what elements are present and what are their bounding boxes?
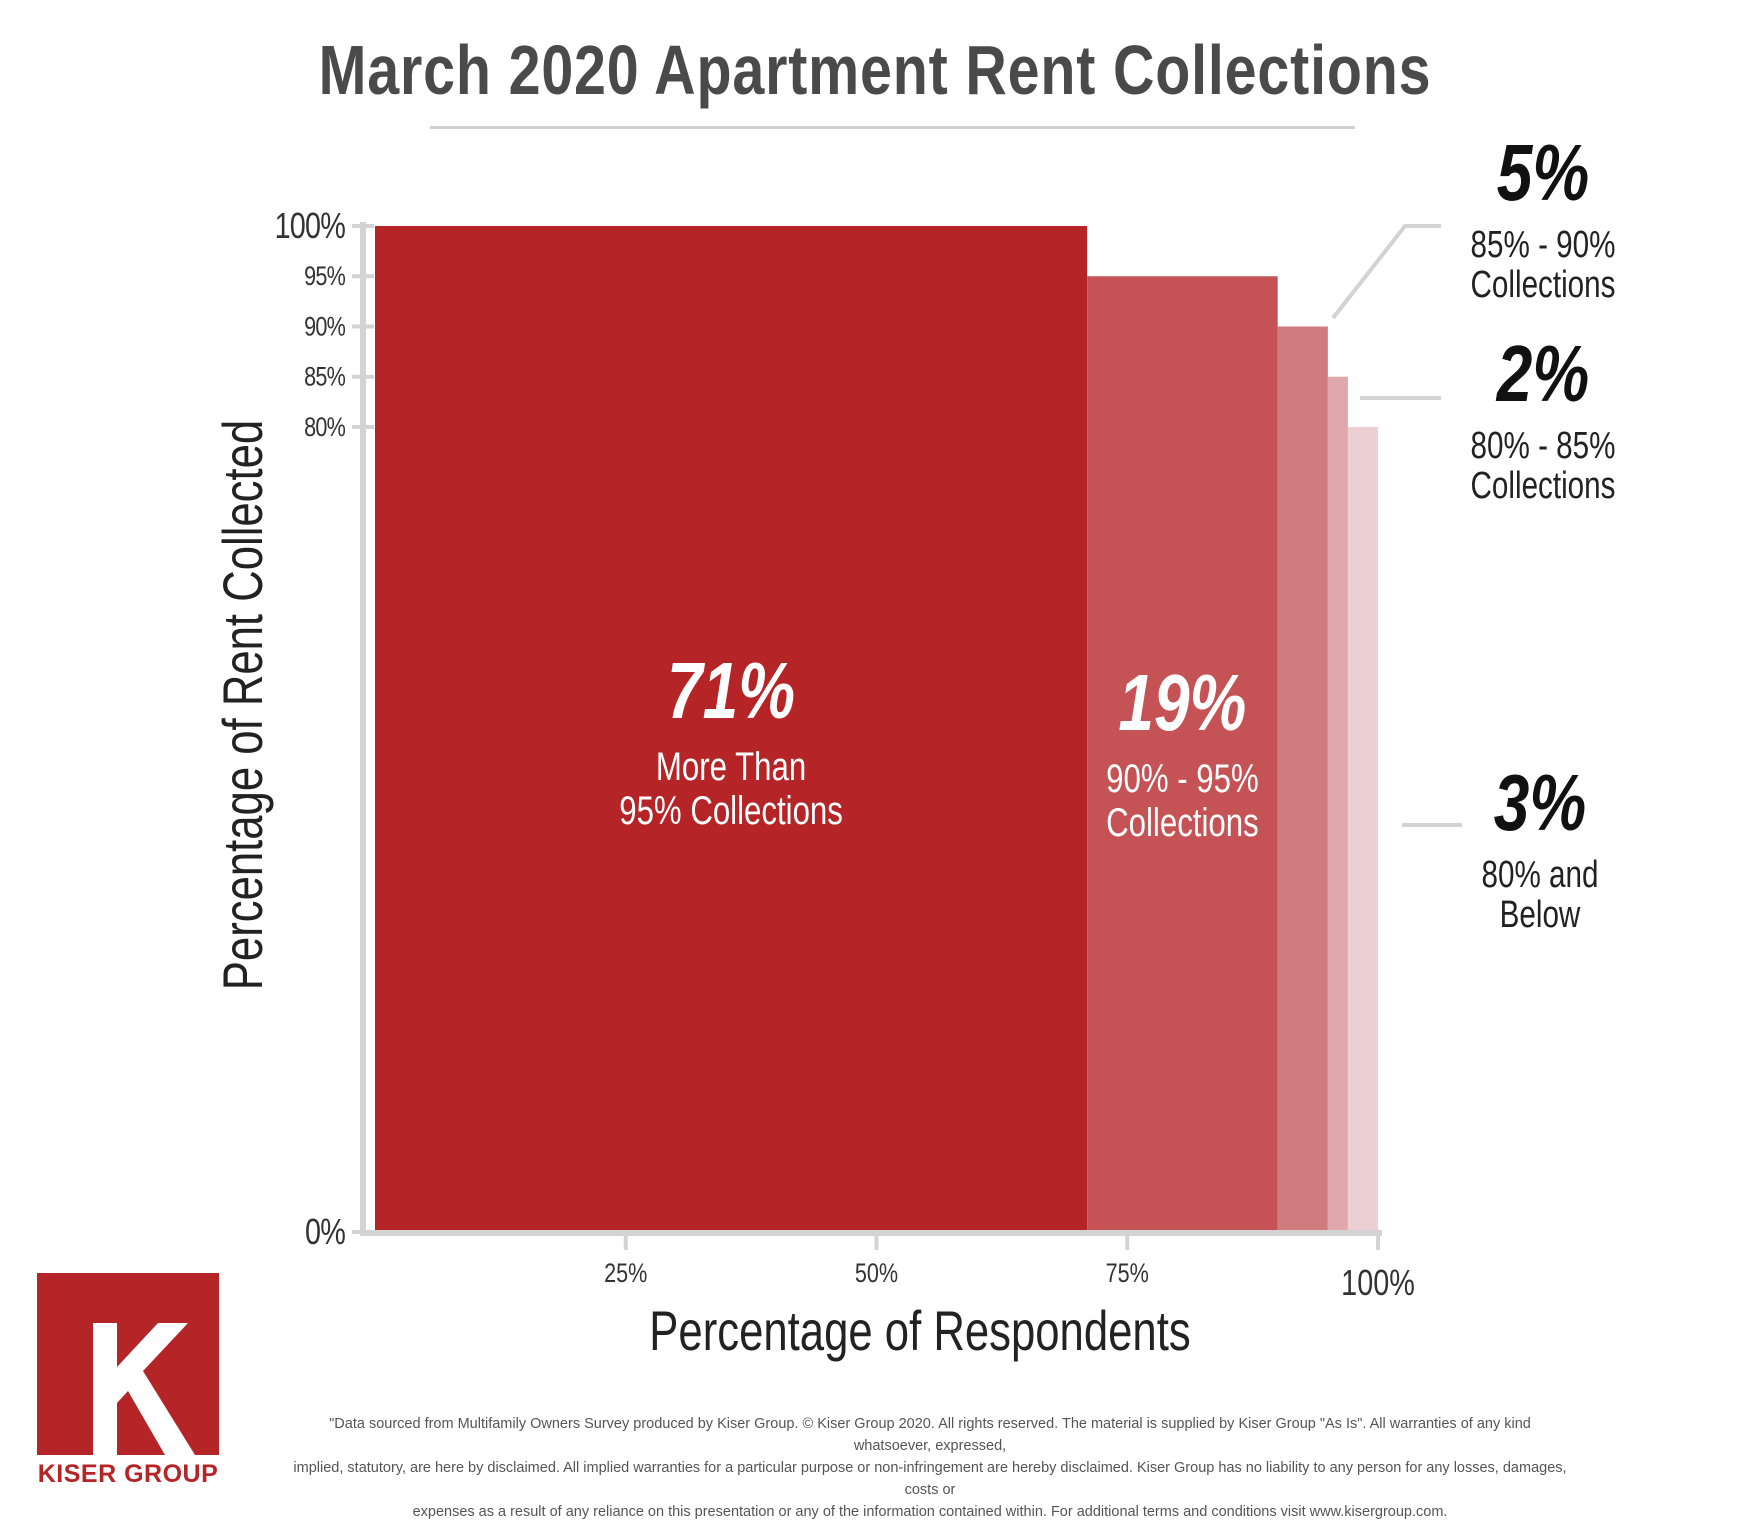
x-tick-label: 75% <box>1106 1259 1149 1289</box>
callout-value-label: 3% <box>1494 758 1587 847</box>
disclaimer-line-1: "Data sourced from Multifamily Owners Su… <box>329 1416 1531 1454</box>
callout-value-label: 2% <box>1495 329 1589 418</box>
y-tick-label: 0% <box>305 1211 345 1252</box>
y-tick-label: 100% <box>275 205 345 246</box>
segment-value-label: 71% <box>667 646 795 735</box>
callout-desc-line-1: 80% and <box>1482 854 1599 896</box>
segment-value-label: 19% <box>1118 658 1246 747</box>
callout-desc-line-2: Below <box>1500 894 1581 936</box>
bar-segment-4 <box>1327 376 1348 1232</box>
chart-title: March 2020 Apartment Rent Collections <box>318 31 1432 109</box>
title-underline <box>430 126 1355 129</box>
x-tick-label: 25% <box>604 1259 647 1289</box>
y-tick-label: 95% <box>304 262 345 292</box>
x-tick-label: 50% <box>855 1259 898 1289</box>
y-tick-label: 90% <box>304 312 345 342</box>
disclaimer-line-3: expenses as a result of any reliance on … <box>412 1504 1448 1520</box>
logo-name: KISER GROUP <box>37 1460 219 1488</box>
segment-desc-line-1: More Than <box>656 744 806 789</box>
callout-desc-line-1: 85% - 90% <box>1471 224 1616 266</box>
callout-desc-line-1: 80% - 85% <box>1471 425 1616 467</box>
bar-segment-5 <box>1347 427 1378 1232</box>
callout-desc-line-2: Collections <box>1471 264 1616 306</box>
disclaimer-line-2: implied, statutory, are here by disclaim… <box>293 1460 1567 1498</box>
bar-segment-1 <box>375 226 1088 1232</box>
segment-desc-line-1: 90% - 95% <box>1106 756 1259 801</box>
segment-desc-line-2: Collections <box>1106 800 1259 845</box>
bar-segment-3 <box>1277 326 1328 1232</box>
callout-value-label: 5% <box>1497 128 1590 217</box>
k-letter-icon <box>93 1323 195 1455</box>
callout-desc-line-2: Collections <box>1471 465 1616 507</box>
segment-desc-line-2: 95% Collections <box>619 788 843 833</box>
y-tick-label: 85% <box>304 363 345 393</box>
kiser-group-logo <box>37 1273 219 1455</box>
bar-segment-2 <box>1087 276 1278 1232</box>
y-axis-title: Percentage of Rent Collected <box>212 420 274 990</box>
x-tick-label: 100% <box>1341 1262 1415 1303</box>
y-tick-label: 80% <box>304 413 345 443</box>
callout-leader-line <box>1331 224 1441 320</box>
x-axis-title: Percentage of Respondents <box>649 1300 1190 1362</box>
disclaimer: "Data sourced from Multifamily Owners Su… <box>290 1413 1570 1523</box>
